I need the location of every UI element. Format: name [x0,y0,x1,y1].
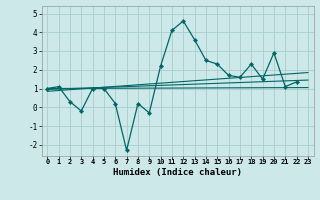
X-axis label: Humidex (Indice chaleur): Humidex (Indice chaleur) [113,168,242,177]
